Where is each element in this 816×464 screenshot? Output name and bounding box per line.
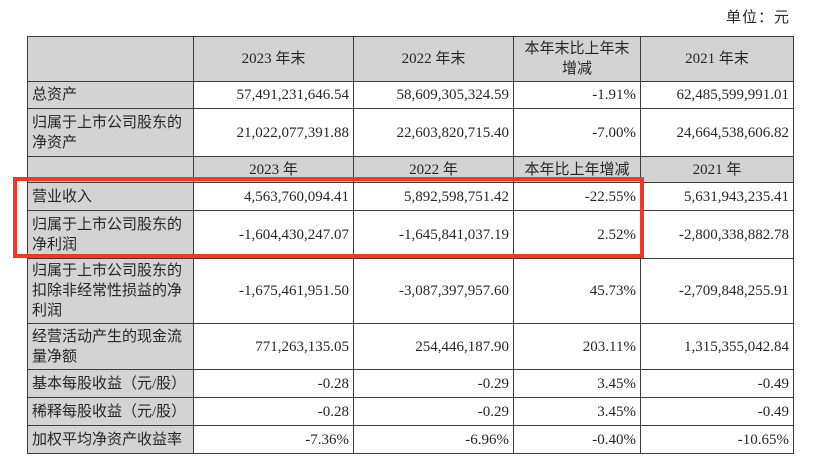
value-2022: -1,645,841,037.19 <box>353 210 514 259</box>
value-change: 2.52% <box>513 210 641 259</box>
value-2021: -2,709,848,255.91 <box>640 258 794 324</box>
value-2022: 5,892,598,751.42 <box>353 182 514 211</box>
value-2021: -10.65% <box>640 425 794 454</box>
value-change: 45.73% <box>513 258 641 324</box>
value-2021: 24,664,538,606.82 <box>640 108 794 157</box>
value-2022: -3,087,397,957.60 <box>353 258 514 324</box>
header-cell-2023-year: 2023 年 <box>193 156 354 183</box>
row-label: 营业收入 <box>27 182 194 211</box>
row-operating-revenue: 营业收入 4,563,760,094.41 5,892,598,751.42 -… <box>27 182 794 211</box>
value-2021: -0.49 <box>640 397 794 426</box>
unit-label: 单位：元 <box>725 10 790 26</box>
value-change: -1.91% <box>513 81 641 109</box>
value-change: 3.45% <box>513 397 641 426</box>
row-label: 归属于上市公司股东的扣除非经常性损益的净利润 <box>27 258 194 324</box>
row-label: 总资产 <box>27 81 194 109</box>
row-total-assets: 总资产 57,491,231,646.54 58,609,305,324.59 … <box>27 81 794 109</box>
header-cell-2022-year: 2022 年 <box>353 156 514 183</box>
value-2021: 5,631,943,235.41 <box>640 182 794 211</box>
financial-indicators-table: 2023 年末 2022 年末 本年末比上年末增减 2021 年末 总资产 57… <box>27 36 794 454</box>
value-2022: 254,446,187.90 <box>353 323 514 370</box>
value-2023: 21,022,077,391.88 <box>193 108 354 157</box>
value-2023: -0.28 <box>193 397 354 426</box>
header-cell-2023-year-end: 2023 年末 <box>193 36 354 82</box>
row-weighted-avg-roe: 加权平均净资产收益率 -7.36% -6.96% -0.40% -10.65% <box>27 425 794 454</box>
value-2023: 771,263,135.05 <box>193 323 354 370</box>
row-diluted-eps: 稀释每股收益（元/股） -0.28 -0.29 3.45% -0.49 <box>27 397 794 426</box>
row-label: 归属于上市公司股东的净利润 <box>27 210 194 259</box>
value-2022: -6.96% <box>353 425 514 454</box>
value-2023: 4,563,760,094.41 <box>193 182 354 211</box>
row-net-profit-attributable: 归属于上市公司股东的净利润 -1,604,430,247.07 -1,645,8… <box>27 210 794 259</box>
value-2022: 58,609,305,324.59 <box>353 81 514 109</box>
header-cell-blank <box>27 156 194 183</box>
value-2023: 57,491,231,646.54 <box>193 81 354 109</box>
value-2023: -7.36% <box>193 425 354 454</box>
value-2021: -2,800,338,882.78 <box>640 210 794 259</box>
header-row-year: 2023 年 2022 年 本年比上年增减 2021 年 <box>27 156 794 183</box>
header-cell-yoy-change: 本年比上年增减 <box>513 156 641 183</box>
value-2022: -0.29 <box>353 397 514 426</box>
row-operating-cash-flow: 经营活动产生的现金流量净额 771,263,135.05 254,446,187… <box>27 323 794 370</box>
value-change: -7.00% <box>513 108 641 157</box>
header-cell-2021-year-end: 2021 年末 <box>640 36 794 82</box>
value-change: 203.11% <box>513 323 641 370</box>
row-net-assets-attributable: 归属于上市公司股东的净资产 21,022,077,391.88 22,603,8… <box>27 108 794 157</box>
value-change: -22.55% <box>513 182 641 211</box>
value-2021: 1,315,355,042.84 <box>640 323 794 370</box>
header-cell-2022-year-end: 2022 年末 <box>353 36 514 82</box>
value-2023: -1,675,461,951.50 <box>193 258 354 324</box>
row-net-profit-excl-nonrecurring: 归属于上市公司股东的扣除非经常性损益的净利润 -1,675,461,951.50… <box>27 258 794 324</box>
value-2022: 22,603,820,715.40 <box>353 108 514 157</box>
row-label: 稀释每股收益（元/股） <box>27 397 194 426</box>
row-label: 经营活动产生的现金流量净额 <box>27 323 194 370</box>
value-change: 3.45% <box>513 369 641 398</box>
header-cell-2021-year: 2021 年 <box>640 156 794 183</box>
value-change: -0.40% <box>513 425 641 454</box>
header-row-year-end: 2023 年末 2022 年末 本年末比上年末增减 2021 年末 <box>27 36 794 82</box>
value-2021: 62,485,599,991.01 <box>640 81 794 109</box>
row-basic-eps: 基本每股收益（元/股） -0.28 -0.29 3.45% -0.49 <box>27 369 794 398</box>
value-2022: -0.29 <box>353 369 514 398</box>
row-label: 归属于上市公司股东的净资产 <box>27 108 194 157</box>
row-label: 加权平均净资产收益率 <box>27 425 194 454</box>
row-label: 基本每股收益（元/股） <box>27 369 194 398</box>
header-cell-blank <box>27 36 194 82</box>
value-2023: -1,604,430,247.07 <box>193 210 354 259</box>
value-2021: -0.49 <box>640 369 794 398</box>
value-2023: -0.28 <box>193 369 354 398</box>
header-cell-yoy-year-end-change: 本年末比上年末增减 <box>513 36 641 82</box>
